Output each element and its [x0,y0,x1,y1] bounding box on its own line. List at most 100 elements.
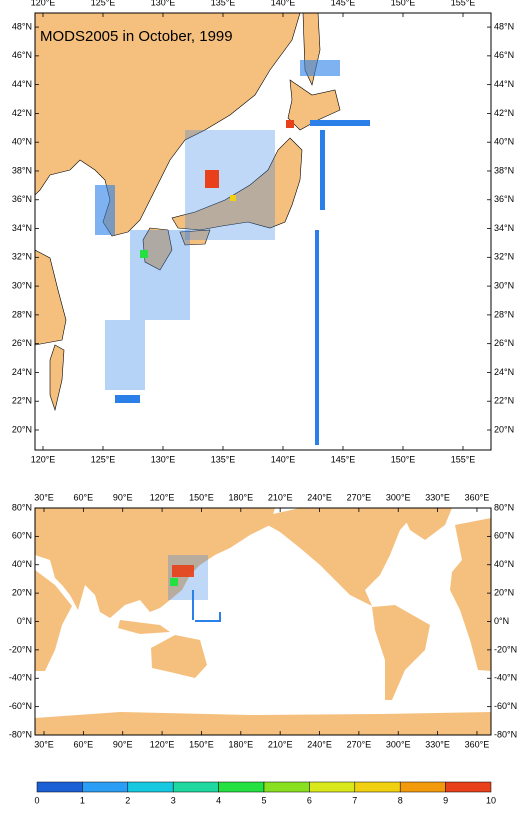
observations [95,60,370,445]
y-tick-label: -60°N [494,701,517,711]
x-tick-label: 240°E [307,739,332,749]
y-tick-label: 34°N [494,223,514,233]
x-tick-label: 180°E [228,492,253,502]
global-map [35,508,491,735]
y-tick-label: -40°N [494,673,517,683]
x-tick-label: 155°E [451,454,476,464]
x-tick-label: 210°E [268,492,293,502]
x-tick-label: 30°E [34,492,54,502]
observations [168,555,221,622]
colorbar-label: 2 [125,795,130,805]
colorbar-swatch [127,781,174,793]
colorbar-label: 0 [34,795,39,805]
land [35,13,301,237]
x-tick-label: 140°E [271,454,296,464]
y-tick-label: 80°N [494,502,514,512]
x-tick-label: 270°E [347,492,372,502]
y-tick-label: 36°N [494,194,514,204]
title: MODS2005 in October, 1999 [40,28,233,45]
colorbar-label: 6 [307,795,312,805]
colorbar-swatch [218,781,265,793]
colorbar-label: 8 [398,795,403,805]
colorbar-label: 10 [486,795,496,805]
x-tick-label: 150°E [391,454,416,464]
x-tick-label: 150°E [391,0,416,7]
y-tick-label: 38°N [12,165,32,175]
x-tick-label: 300°E [386,492,411,502]
y-tick-label: 60°N [12,531,32,541]
y-tick-label: 32°N [494,252,514,262]
y-tick-label: 40°N [12,137,32,147]
antarctica [35,712,491,735]
honshu [171,137,303,231]
colorbar-label: 7 [352,795,357,805]
europe-africa [450,518,491,671]
colorbar-swatch [263,781,310,793]
y-tick-label: -80°N [494,729,517,739]
x-tick-label: 330°E [425,739,450,749]
north-america [255,508,420,606]
x-tick-label: 140°E [271,0,296,7]
y-tick-label: 46°N [494,50,514,60]
y-tick-label: -20°N [494,644,517,654]
y-tick-label: 40°N [494,559,514,569]
colorbar-swatch [36,781,83,793]
x-tick-label: 120°E [150,492,175,502]
y-tick-label: -60°N [9,701,32,711]
x-tick-label: 360°E [465,739,490,749]
africa [35,570,72,671]
colorbar-swatch [172,781,219,793]
x-tick-label: 90°E [113,739,133,749]
y-tick-label: 26°N [494,338,514,348]
map-frame [34,12,492,451]
y-tick-label: 40°N [12,559,32,569]
y-tick-label: -20°N [9,644,32,654]
y-tick-label: -80°N [9,729,32,739]
x-tick-label: 120°E [150,739,175,749]
title-bg [37,24,273,50]
y-tick-label: 42°N [494,108,514,118]
greenland [400,508,452,540]
colorbar-label: 3 [171,795,176,805]
south-america [372,605,430,700]
y-tick-label: 34°N [12,223,32,233]
x-tick-label: 210°E [268,739,293,749]
y-tick-label: 20°N [12,587,32,597]
x-tick-label: 270°E [347,739,372,749]
colorbar-swatch [354,781,401,793]
kyushu [142,227,173,271]
x-tick-label: 135°E [211,0,236,7]
colorbar-swatch [309,781,356,793]
y-tick-label: 26°N [12,338,32,348]
x-tick-label: 120°E [31,454,56,464]
x-tick-label: 155°E [451,0,476,7]
colorbar-label: 4 [216,795,221,805]
x-tick-label: 360°E [465,492,490,502]
y-tick-label: 60°N [494,531,514,541]
x-tick-label: 145°E [331,454,356,464]
x-tick-label: 125°E [91,454,116,464]
y-tick-label: 48°N [12,21,32,31]
colorbar-swatch [445,781,492,793]
shikoku [179,229,211,246]
x-tick-label: 130°E [151,454,176,464]
y-tick-label: 44°N [12,79,32,89]
x-tick-label: 180°E [228,739,253,749]
x-tick-label: 240°E [307,492,332,502]
x-tick-label: 330°E [425,492,450,502]
y-tick-label: -40°N [9,673,32,683]
land [35,249,67,346]
colorbar-swatch [82,781,129,793]
y-tick-label: 30°N [12,280,32,290]
y-tick-label: 42°N [12,108,32,118]
y-tick-label: 48°N [494,21,514,31]
y-tick-label: 24°N [12,367,32,377]
y-tick-label: 0°N [17,616,32,626]
y-tick-label: 24°N [494,367,514,377]
y-tick-label: 36°N [12,194,32,204]
y-tick-label: 20°N [12,424,32,434]
taiwan [49,344,65,412]
x-tick-label: 120°E [31,0,56,7]
x-tick-label: 150°E [189,739,214,749]
x-tick-label: 90°E [113,492,133,502]
